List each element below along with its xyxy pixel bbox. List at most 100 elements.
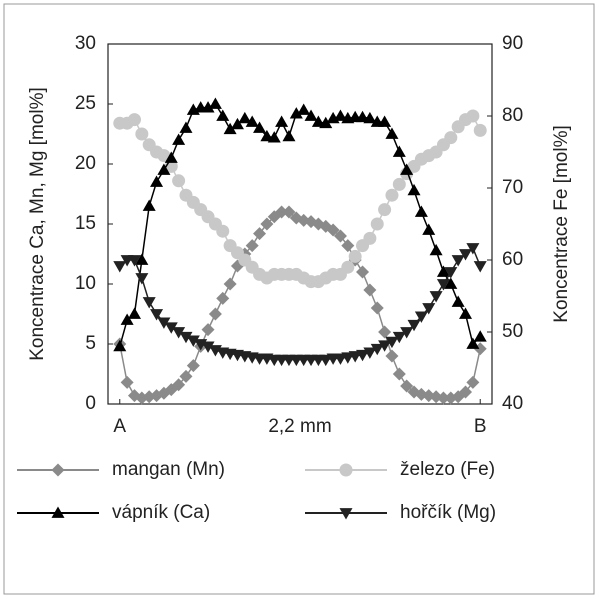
data-point: [319, 116, 333, 129]
data-point: [356, 349, 370, 362]
y2-tick-label: 40: [502, 393, 523, 414]
data-point: [208, 97, 222, 109]
data-point: [157, 163, 171, 175]
data-point: [392, 177, 406, 191]
data-point: [363, 347, 377, 359]
legend-marker: [339, 508, 353, 520]
data-point: [245, 115, 259, 127]
y2-tick-label: 60: [502, 249, 523, 270]
data-point: [370, 343, 384, 356]
data-point: [223, 122, 237, 135]
data-point: [444, 277, 458, 289]
data-point: [422, 303, 436, 315]
data-point: [201, 323, 215, 337]
data-point: [142, 297, 156, 309]
data-point: [436, 279, 450, 291]
data-point: [150, 309, 164, 321]
data-point: [385, 336, 399, 349]
data-point: [179, 121, 193, 133]
data-point: [120, 375, 134, 389]
data-point: [208, 307, 222, 321]
data-point: [238, 111, 252, 124]
data-point: [459, 249, 473, 261]
data-point: [186, 359, 200, 373]
data-point: [113, 339, 127, 352]
data-point: [414, 311, 428, 323]
data-point: [473, 123, 487, 137]
data-point: [363, 283, 377, 297]
data-point: [282, 129, 296, 142]
y2-tick-label: 50: [502, 321, 523, 342]
data-point: [245, 239, 259, 253]
data-point: [444, 131, 458, 145]
data-point: [275, 115, 289, 127]
data-point: [216, 109, 230, 121]
data-point: [186, 335, 200, 347]
data-point: [392, 145, 406, 157]
data-point: [459, 385, 473, 399]
data-point: [216, 291, 230, 305]
data-point: [378, 325, 392, 339]
data-point: [414, 205, 428, 217]
data-point: [422, 223, 436, 235]
data-point: [444, 267, 458, 279]
data-point: [385, 127, 399, 139]
data-point: [142, 199, 156, 211]
data-point: [436, 265, 450, 277]
data-point: [429, 291, 443, 303]
data-point: [304, 109, 318, 121]
data-point: [429, 243, 443, 256]
y-tick-label: 0: [85, 393, 96, 414]
data-point: [127, 307, 141, 319]
y-tick-label: 30: [75, 33, 96, 54]
data-point: [120, 313, 134, 325]
y-axis-label: Koncentrace Ca, Mn, Mg [mol%]: [27, 87, 48, 361]
data-point: [378, 340, 392, 352]
data-point: [459, 307, 473, 319]
legend-label: vápník (Ca): [112, 502, 210, 523]
data-point: [466, 243, 480, 255]
x-tick-label: A: [113, 416, 126, 437]
data-point: [127, 255, 141, 267]
data-point: [473, 261, 487, 273]
y2-tick-label: 70: [502, 177, 523, 198]
data-point: [297, 103, 311, 115]
data-point: [157, 317, 171, 329]
data-point: [135, 127, 149, 141]
data-point: [223, 277, 237, 291]
data-point: [253, 227, 267, 241]
data-point: [363, 111, 377, 124]
data-point: [164, 322, 178, 334]
data-point: [400, 379, 414, 393]
data-point: [164, 151, 178, 163]
data-point: [385, 188, 399, 202]
y2-tick-label: 80: [502, 105, 523, 126]
data-point: [400, 163, 414, 175]
data-point: [150, 175, 164, 187]
data-point: [400, 327, 414, 339]
y-tick-label: 15: [75, 213, 96, 234]
data-point: [466, 109, 480, 123]
y-tick-label: 10: [75, 273, 96, 294]
y-tick-label: 5: [85, 333, 96, 354]
legend-marker: [51, 506, 65, 518]
legend-label: mangan (Mn): [112, 459, 225, 480]
legend-marker: [339, 463, 353, 477]
x-tick-label: B: [474, 416, 487, 437]
data-point: [333, 109, 347, 121]
data-point: [201, 341, 215, 353]
data-point: [363, 231, 377, 245]
data-point: [179, 369, 193, 383]
data-point: [392, 367, 406, 381]
data-point: [282, 205, 296, 219]
data-point: [370, 301, 384, 315]
legend-label: železo (Fe): [400, 459, 495, 480]
data-point: [392, 331, 406, 344]
data-point: [356, 265, 370, 279]
y2-axis-label: Koncentrace Fe [mol%]: [551, 125, 572, 322]
data-point: [201, 101, 215, 113]
data-point: [172, 378, 186, 392]
data-point: [172, 327, 186, 339]
data-point: [466, 337, 480, 349]
data-point: [267, 131, 281, 143]
